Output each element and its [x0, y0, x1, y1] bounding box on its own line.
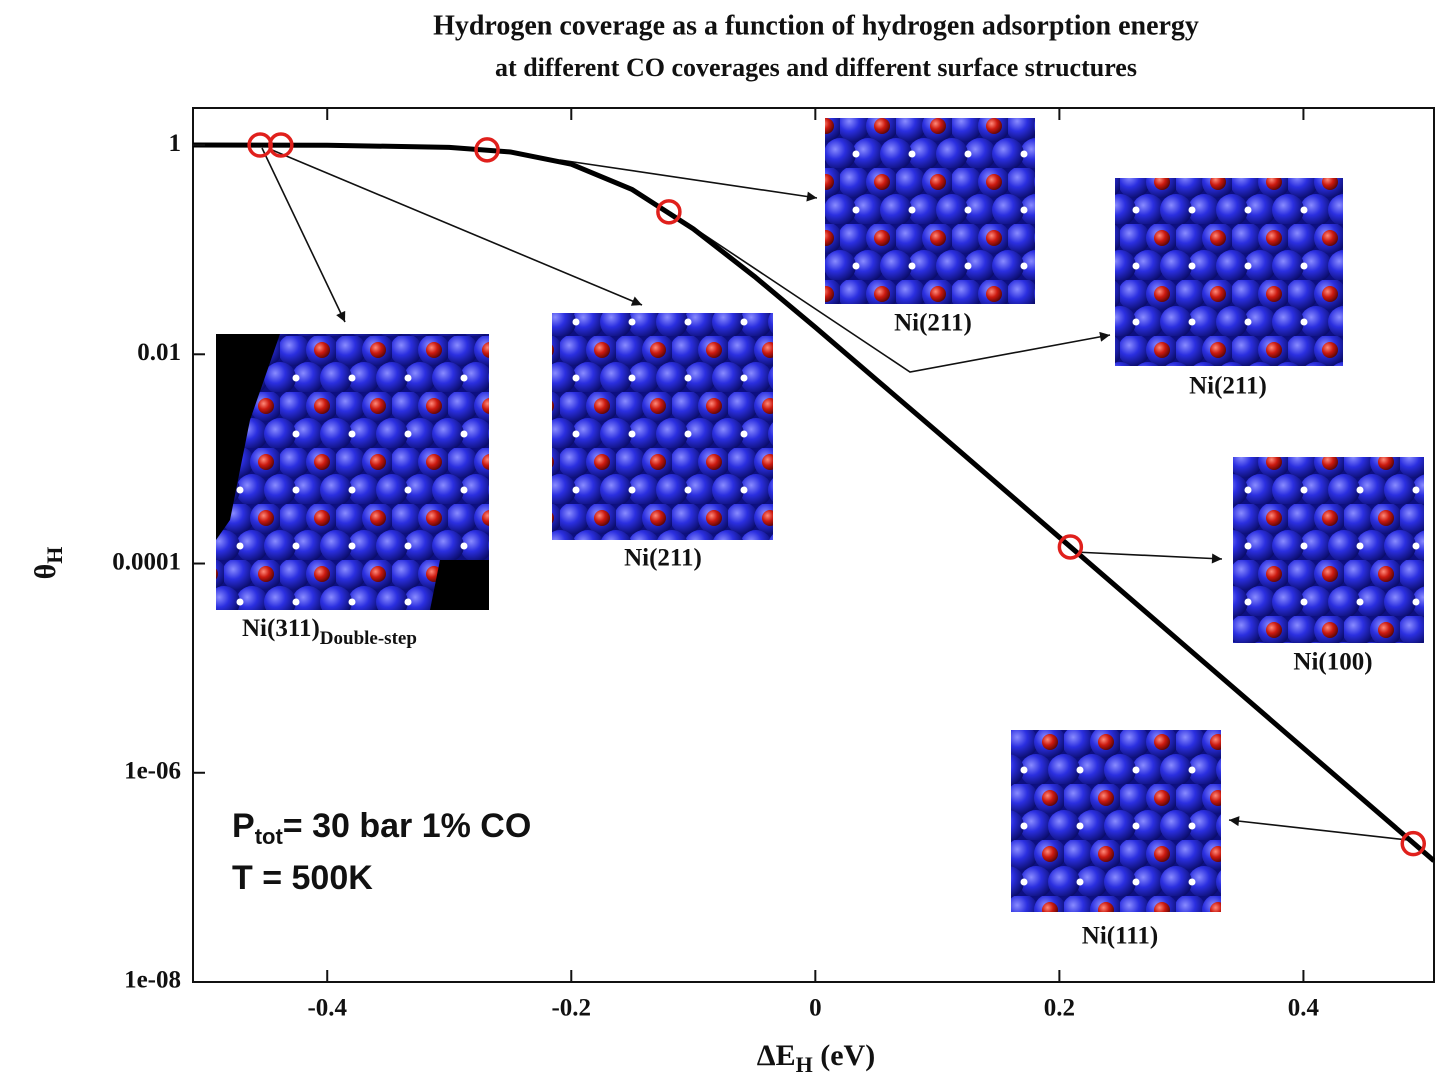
- y-tick-label: 1e-08: [124, 967, 181, 994]
- inset-ni211: [552, 313, 773, 540]
- axis-label: θ: [29, 564, 62, 580]
- annotation: tot: [255, 824, 284, 849]
- axis-label: H: [42, 547, 67, 564]
- annotation: Ni(211): [894, 310, 972, 337]
- chart: Hydrogen coverage as a function of hydro…: [0, 0, 1436, 1084]
- inset-ni211: [825, 118, 1035, 304]
- x-tick-label: 0: [809, 995, 822, 1022]
- x-tick-label: -0.4: [307, 995, 347, 1022]
- inset-ni100: [1233, 457, 1424, 643]
- y-tick-label: 0.01: [137, 339, 181, 366]
- x-axis-label: ΔEH (eV): [757, 1039, 875, 1077]
- y-tick-label: 0.0001: [112, 548, 181, 575]
- annotation: Ni(211): [624, 545, 702, 572]
- annotation: Ni(100): [1293, 649, 1372, 676]
- condition-text: Ptot= 30 bar 1% CO: [232, 807, 531, 849]
- inset-ni111: [1011, 730, 1221, 912]
- y-tick-label: 1: [169, 130, 182, 157]
- annotation: Ni(311)Double-step: [242, 615, 417, 650]
- annotation: Ni(211): [1189, 373, 1267, 400]
- chart-subtitle: at different CO coverages and different …: [495, 53, 1137, 82]
- y-axis-label: θH: [29, 547, 67, 580]
- axis-label: ΔE: [757, 1039, 796, 1072]
- annotation: = 30 bar 1% CO: [283, 807, 532, 845]
- annotation: Ni(111): [1082, 923, 1158, 950]
- axis-label: (eV): [813, 1039, 875, 1072]
- axis-label: H: [796, 1052, 813, 1077]
- inset-ni211: [1115, 178, 1343, 366]
- x-tick-label: 0.4: [1288, 995, 1320, 1022]
- x-tick-label: 0.2: [1044, 995, 1075, 1022]
- annotation: Ni(311): [242, 615, 320, 642]
- x-tick-label: -0.2: [551, 995, 591, 1022]
- annotation: Double-step: [320, 628, 417, 649]
- chart-title: Hydrogen coverage as a function of hydro…: [433, 10, 1199, 41]
- y-tick-label: 1e-06: [124, 757, 181, 784]
- annotation: P: [232, 807, 255, 845]
- inset-ni311: [216, 334, 489, 610]
- condition-text: T = 500K: [232, 859, 373, 897]
